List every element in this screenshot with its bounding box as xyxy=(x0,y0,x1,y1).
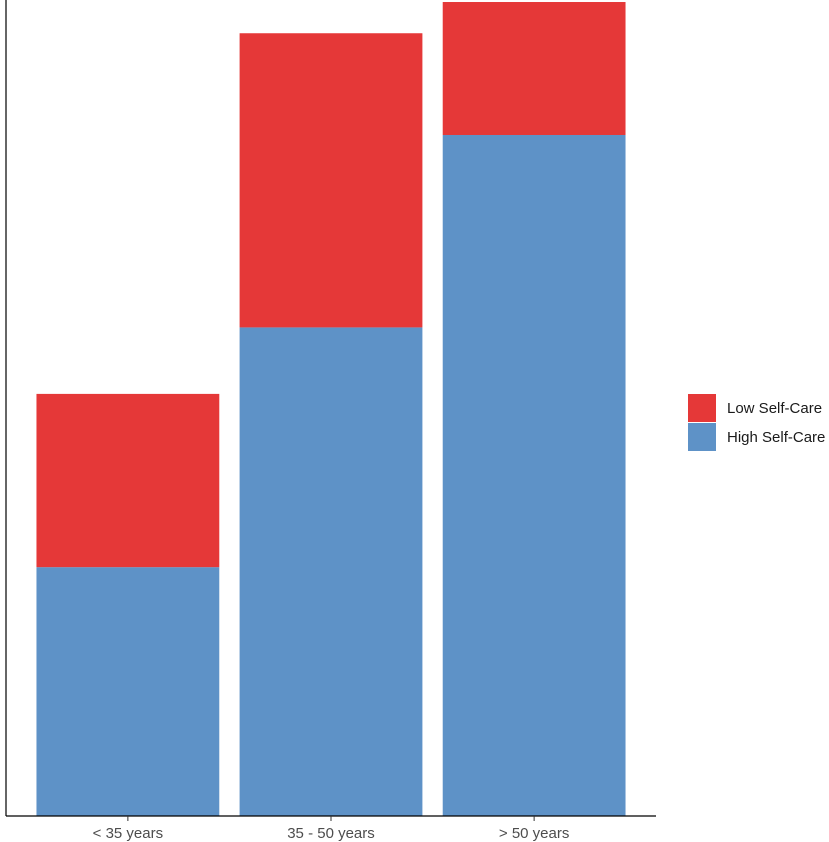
x-tick-label-1: 35 - 50 years xyxy=(287,825,375,842)
bars-layer xyxy=(36,2,626,816)
x-tick-label-2: > 50 years xyxy=(499,825,569,842)
bar-low-self-care-2 xyxy=(442,2,626,135)
legend: Low Self-Care High Self-Care xyxy=(688,394,825,451)
legend-label-high-self-care: High Self-Care xyxy=(727,429,825,446)
legend-key-high-self-care xyxy=(688,423,716,451)
bar-high-self-care-2 xyxy=(442,134,626,816)
legend-label-low-self-care: Low Self-Care xyxy=(727,400,822,417)
legend-key-low-self-care xyxy=(688,394,716,422)
bar-high-self-care-1 xyxy=(239,327,423,816)
bar-high-self-care-0 xyxy=(36,567,220,816)
bar-low-self-care-0 xyxy=(36,393,220,568)
bar-low-self-care-1 xyxy=(239,33,423,328)
x-axis-ticks: < 35 years 35 - 50 years > 50 years xyxy=(93,816,569,842)
x-tick-label-0: < 35 years xyxy=(93,825,163,842)
